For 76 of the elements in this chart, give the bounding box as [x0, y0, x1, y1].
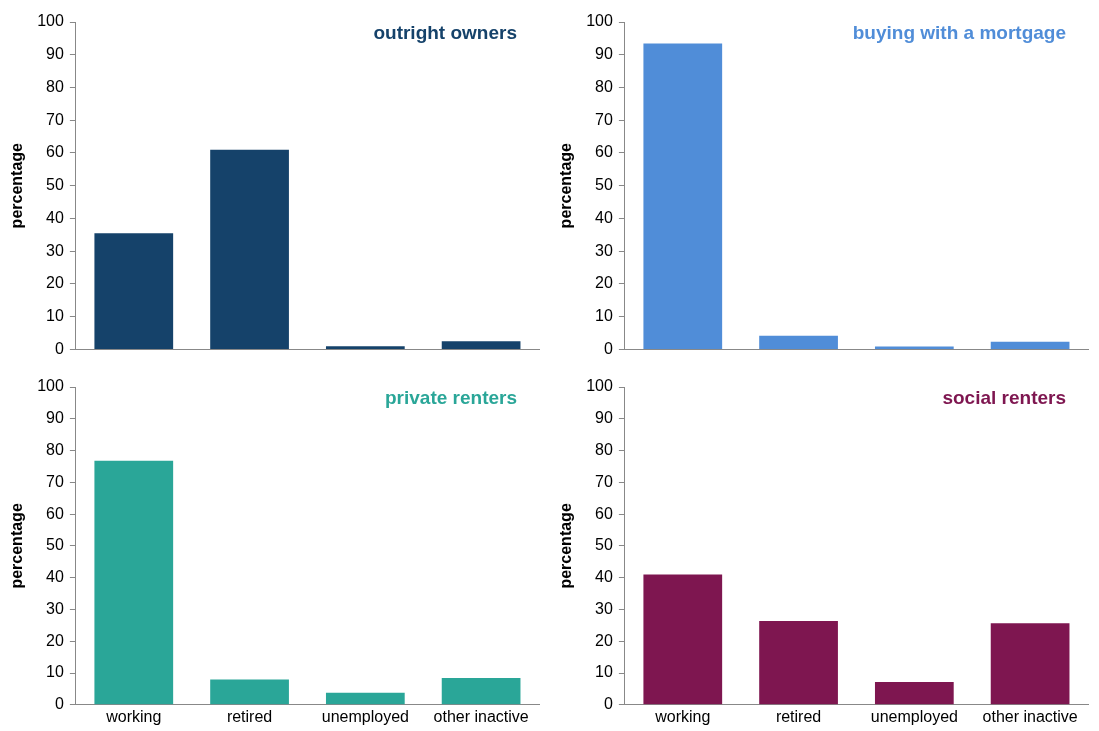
y-tick-label: 30	[595, 599, 613, 617]
y-tick-label: 10	[595, 307, 613, 325]
y-tick-label: 60	[595, 143, 613, 161]
y-tick-label: 30	[595, 241, 613, 259]
bar	[990, 623, 1070, 705]
y-tick-label: 30	[46, 241, 64, 259]
y-tick-label: 70	[46, 110, 64, 128]
y-tick-label: 80	[46, 77, 64, 95]
bar	[874, 346, 954, 349]
y-tick-label: 70	[595, 110, 613, 128]
y-tick-label: 90	[595, 45, 613, 63]
y-tick-label: 100	[37, 12, 64, 30]
x-tick-label: working	[105, 707, 162, 725]
y-axis-title: percentage	[8, 503, 26, 589]
bar	[210, 679, 289, 705]
bar	[94, 460, 174, 705]
y-tick-label: 0	[54, 339, 64, 357]
y-tick-label: 80	[595, 440, 613, 458]
y-tick-label: 60	[46, 143, 64, 161]
bar	[759, 335, 838, 349]
y-tick-label: 20	[46, 274, 64, 292]
chart-title: private renters	[384, 386, 517, 408]
x-tick-label: unemployed	[870, 707, 958, 725]
y-tick-label: 0	[54, 695, 64, 713]
y-tick-label: 90	[595, 409, 613, 427]
bar	[325, 346, 405, 349]
bar	[990, 341, 1070, 349]
y-tick-label: 90	[46, 45, 64, 63]
y-tick-label: 0	[603, 695, 613, 713]
y-tick-label: 80	[595, 77, 613, 95]
bar	[759, 620, 838, 705]
x-tick-label: retired	[226, 707, 273, 725]
bar	[94, 233, 174, 349]
bar	[441, 678, 521, 705]
bar	[441, 341, 521, 349]
y-tick-label: 50	[46, 176, 64, 194]
y-axis-title: percentage	[8, 142, 26, 229]
y-tick-label: 70	[46, 472, 64, 490]
y-tick-label: 20	[46, 631, 64, 649]
bar	[210, 149, 289, 349]
y-tick-label: 60	[46, 504, 64, 522]
y-tick-label: 70	[595, 472, 613, 490]
x-tick-label: working	[654, 707, 711, 725]
chart-title: buying with a mortgage	[852, 21, 1066, 43]
y-tick-label: 50	[46, 536, 64, 554]
y-tick-label: 0	[603, 339, 613, 357]
y-tick-label: 10	[46, 307, 64, 325]
y-axis-title: percentage	[557, 142, 575, 229]
y-tick-label: 40	[46, 568, 64, 586]
y-tick-label: 40	[46, 208, 64, 226]
y-tick-label: 80	[46, 440, 64, 458]
y-tick-label: 50	[595, 536, 613, 554]
bar	[325, 692, 405, 705]
bar	[643, 43, 723, 349]
chart-title: social renters	[942, 386, 1066, 408]
y-tick-label: 100	[37, 377, 64, 395]
x-tick-label: unemployed	[321, 707, 409, 725]
y-tick-label: 90	[46, 409, 64, 427]
y-tick-label: 10	[46, 663, 64, 681]
bar	[643, 574, 723, 705]
y-tick-label: 60	[595, 504, 613, 522]
y-tick-label: 100	[586, 377, 613, 395]
x-tick-label: retired	[775, 707, 822, 725]
y-tick-label: 40	[595, 208, 613, 226]
chart-title: outright owners	[373, 21, 517, 43]
bar	[874, 681, 954, 705]
y-tick-label: 50	[595, 176, 613, 194]
y-axis-title: percentage	[557, 503, 575, 589]
y-tick-label: 30	[46, 599, 64, 617]
x-tick-label: other inactive	[982, 707, 1078, 725]
y-tick-label: 10	[595, 663, 613, 681]
y-tick-label: 100	[586, 12, 613, 30]
y-tick-label: 40	[595, 568, 613, 586]
x-tick-label: other inactive	[433, 707, 529, 725]
y-tick-label: 20	[595, 274, 613, 292]
y-tick-label: 20	[595, 631, 613, 649]
